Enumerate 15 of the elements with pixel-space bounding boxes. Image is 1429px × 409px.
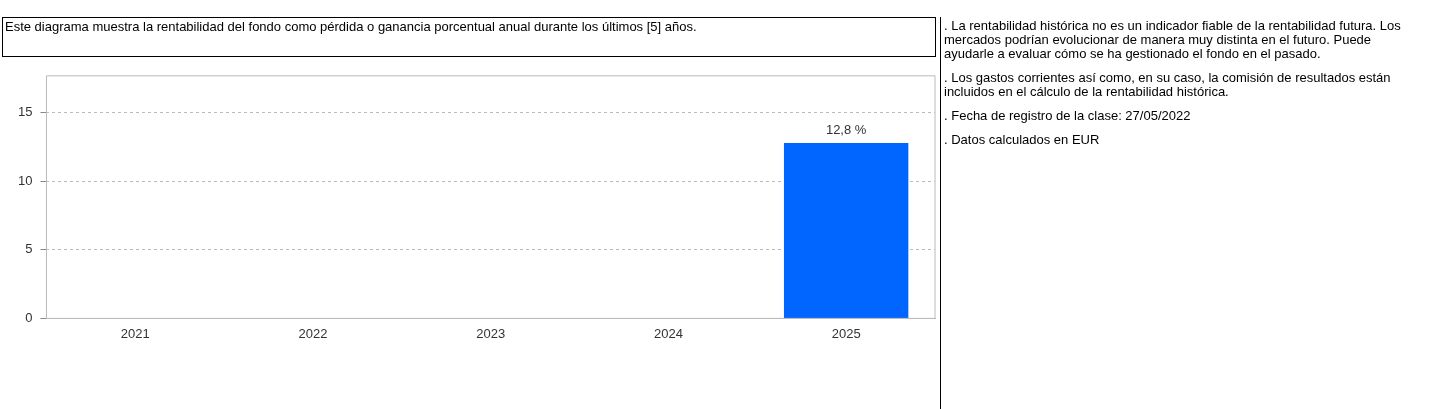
text: . La rentabilidad histórica no es un indicador fiable de la rentabilidad futura. Los mercados podrían evolucionar de manera muy distinta en el futuro. Puede ayudarle a evaluar cómo se ha gestionado el fondo en el pasado. <box>944 18 1402 61</box>
data-label: 12,8 % <box>825 122 867 138</box>
text: . Fecha de registro de la clase: 27/05/2022 <box>944 108 1192 123</box>
y-tick-label: 15 <box>17 104 33 120</box>
x-tick-label: 2022 <box>298 325 328 341</box>
y-tick-label: 0 <box>25 309 33 325</box>
x-tick-label: 2023 <box>476 325 506 341</box>
text: . Datos calculados en EUR <box>944 132 1101 147</box>
y-tick-label: 5 <box>25 241 33 257</box>
y-tick-label: 10 <box>17 172 33 188</box>
x-tick-label: 2024 <box>653 325 683 341</box>
text: . Los gastos corrientes así como, en su caso, la comisión de resultados están incluidos en el cálculo de la rentabilidad histórica. <box>944 70 1392 99</box>
x-tick-label: 2021 <box>120 325 150 341</box>
chart-title: Este diagrama muestra la rentabilidad del fondo como pérdida o ganancia porcentual anual durante los últimos [5] años. <box>2 17 936 57</box>
x-tick-label: 2025 <box>831 325 861 341</box>
